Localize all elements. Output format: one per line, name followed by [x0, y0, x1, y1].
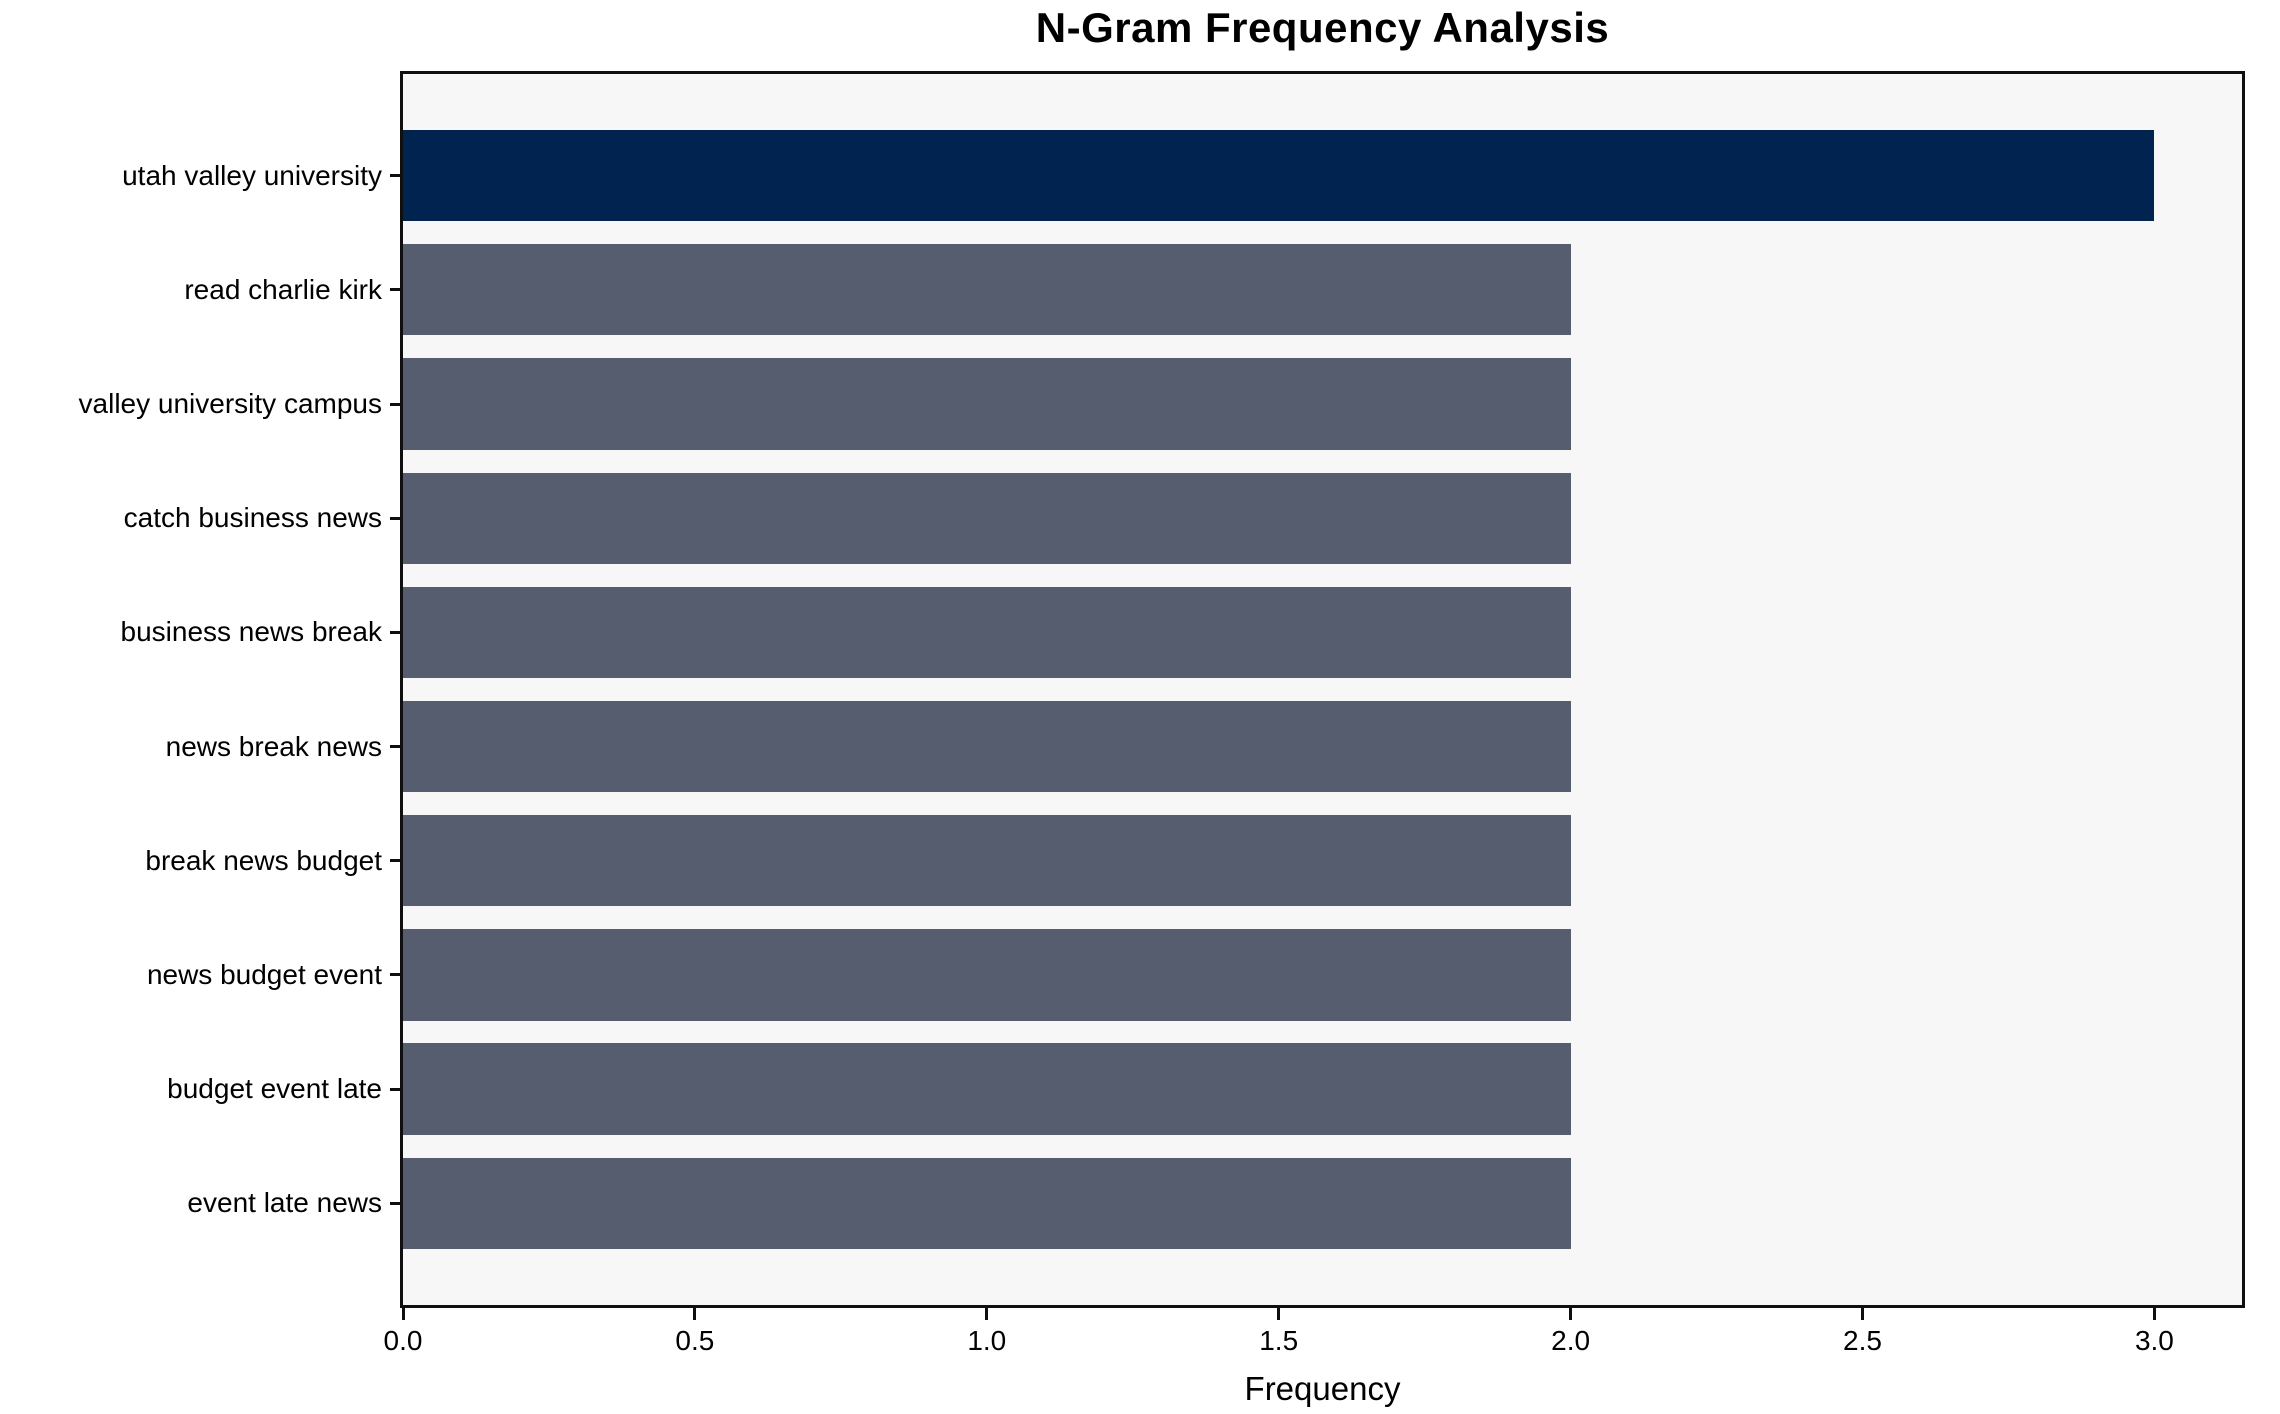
y-tick-mark — [390, 288, 403, 292]
x-tick-label: 3.0 — [2134, 1325, 2174, 1356]
x-tick-label: 1.0 — [967, 1325, 1007, 1356]
y-tick-mark — [390, 516, 403, 520]
bar — [403, 815, 1571, 907]
y-tick-mark — [390, 1201, 403, 1205]
y-tick-label: read charlie kirk — [184, 273, 382, 305]
y-tick-mark — [390, 174, 403, 178]
plot-area — [400, 71, 2245, 1308]
bar — [403, 244, 1571, 336]
y-tick-label: utah valley university — [122, 159, 382, 191]
x-tick-label: 2.0 — [1551, 1325, 1591, 1356]
y-tick-mark — [390, 859, 403, 863]
y-tick-label: valley university campus — [78, 388, 382, 420]
bar — [403, 586, 1571, 679]
bar — [403, 700, 1571, 793]
x-tick-mark — [985, 1308, 989, 1320]
y-tick-label: news break news — [165, 730, 382, 762]
x-tick-mark — [1277, 1308, 1281, 1320]
bar — [403, 1043, 1571, 1135]
bar — [403, 472, 1571, 564]
y-tick-mark — [390, 973, 403, 977]
x-tick-label: 0.0 — [383, 1325, 423, 1356]
x-tick-label: 0.5 — [675, 1325, 715, 1356]
bar — [403, 929, 1571, 1021]
y-tick-label: catch business news — [123, 502, 382, 534]
x-tick-mark — [1861, 1308, 1865, 1320]
x-tick-label: 2.5 — [1843, 1325, 1882, 1356]
bar — [403, 129, 2155, 222]
y-tick-mark — [390, 402, 403, 406]
y-tick-label: budget event late — [167, 1073, 382, 1105]
x-axis-label: Frequency — [1244, 1370, 1401, 1407]
y-tick-mark — [390, 630, 403, 634]
y-tick-mark — [390, 1087, 403, 1091]
x-tick-mark — [693, 1308, 697, 1320]
x-tick-label: 1.5 — [1259, 1325, 1299, 1356]
y-tick-mark — [390, 745, 403, 749]
chart-title: N-Gram Frequency Analysis — [1035, 4, 1610, 51]
bar — [403, 358, 1571, 450]
y-tick-label: news budget event — [146, 958, 382, 990]
x-tick-mark — [1569, 1308, 1573, 1320]
y-tick-label: event late news — [187, 1187, 382, 1219]
x-tick-mark — [401, 1308, 405, 1320]
y-tick-label: break news budget — [145, 844, 382, 876]
y-tick-label: business news break — [120, 616, 382, 648]
bar — [403, 1157, 1571, 1250]
x-tick-mark — [2152, 1308, 2156, 1320]
